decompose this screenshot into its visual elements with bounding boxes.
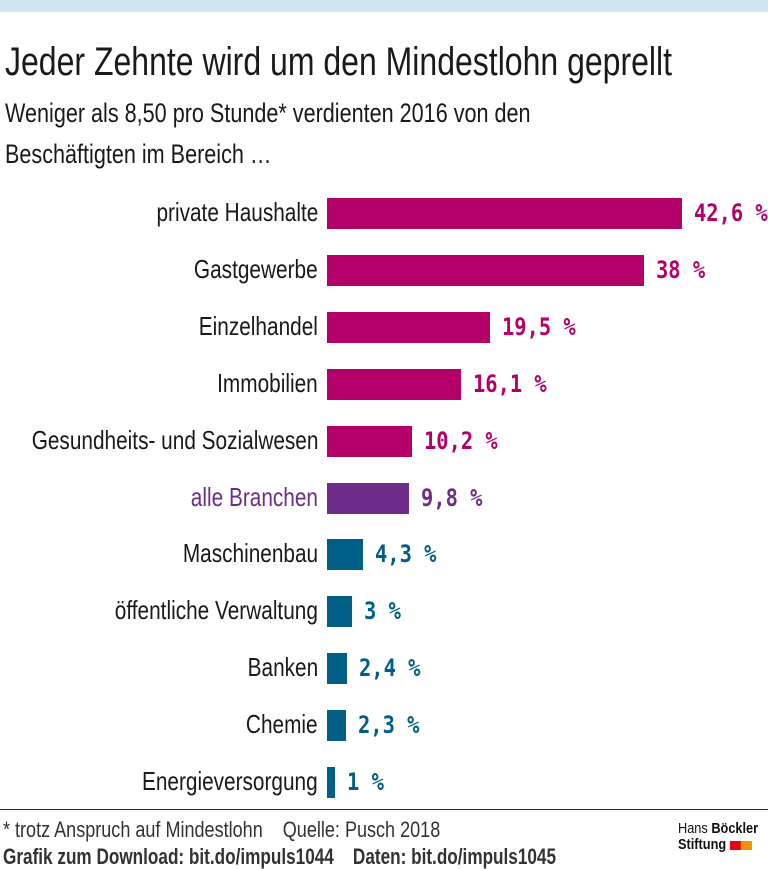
value-label: 38 %	[655, 255, 705, 284]
value-label: 10,2 %	[424, 426, 498, 455]
bar-6	[327, 539, 363, 571]
value-label: 16,1 %	[473, 369, 547, 398]
category-label: private Haushalte	[156, 197, 318, 227]
bar-1	[327, 254, 644, 286]
category-label: Immobilien	[217, 367, 318, 398]
value-label: 4,3 %	[374, 540, 437, 569]
value-label: 3 %	[364, 597, 401, 626]
value-label: 1 %	[347, 768, 385, 796]
bar-3	[327, 368, 462, 400]
category-label: öffentliche Verwaltung	[114, 595, 318, 626]
category-label: Gastgewerbe	[194, 253, 318, 284]
hans-boeckler-logo: Hans Böckler Stiftung	[678, 820, 759, 853]
value-label: 19,5 %	[501, 312, 576, 341]
bar-10	[327, 767, 336, 798]
category-label: Maschinenbau	[182, 538, 318, 569]
bar-7	[327, 596, 352, 628]
bar-8	[327, 653, 347, 685]
category-label: Einzelhandel	[198, 310, 318, 341]
bar-4	[327, 425, 412, 457]
download-link[interactable]: Grafik zum Download: bit.do/impuls1044	[3, 844, 334, 869]
data-link[interactable]: Daten: bit.do/impuls1045	[352, 844, 557, 869]
value-label: 42,6 %	[694, 199, 768, 227]
chart-title: Jeder Zehnte wird um den Mindestlohn gep…	[5, 40, 673, 84]
footer-divider	[0, 809, 768, 810]
value-label: 2,3 %	[358, 711, 420, 740]
bar-2	[327, 311, 490, 343]
category-label: Energieversorgung	[142, 766, 318, 796]
footer-note: * trotz Anspruch auf Mindestlohn Quelle:…	[3, 817, 441, 842]
value-label: 9,8 %	[420, 483, 483, 512]
category-label: Banken	[247, 652, 318, 683]
bar-9	[327, 710, 347, 742]
bar-0	[327, 198, 682, 229]
category-label: Chemie	[246, 709, 318, 740]
value-label: 2,4 %	[359, 654, 421, 683]
bar-5	[327, 482, 409, 514]
top-strip	[0, 0, 768, 12]
footer-links: Grafik zum Download: bit.do/impuls1044 D…	[3, 844, 712, 869]
category-label: alle Branchen	[190, 481, 318, 512]
category-label: Gesundheits- und Sozialwesen	[31, 424, 318, 455]
chart-subtitle: Weniger als 8,50 pro Stunde* verdienten …	[5, 98, 531, 169]
